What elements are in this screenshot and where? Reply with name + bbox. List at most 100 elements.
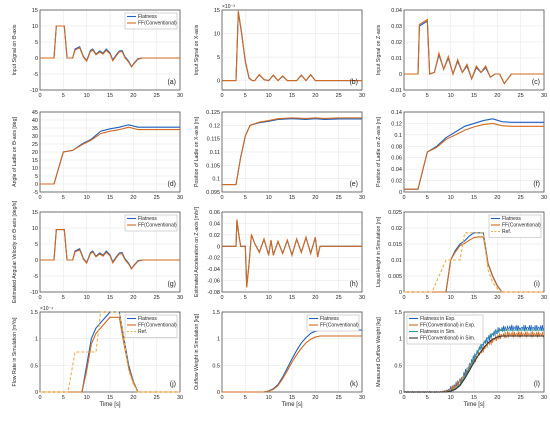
x-tick-label: 0 [402, 295, 405, 301]
y-tick-label: 0.11 [210, 150, 220, 156]
x-tick-label: 15 [289, 195, 295, 201]
y-tick-label: 0.04 [391, 8, 402, 14]
x-tick-label: 20 [130, 93, 136, 99]
x-tick-label: 0 [38, 395, 41, 401]
series-line [404, 236, 544, 293]
y-tick-label: 10 [32, 24, 38, 30]
x-tick-label: 30 [359, 195, 365, 201]
x-tick-label: 20 [312, 395, 318, 401]
y-tick-label: -5 [33, 190, 38, 196]
y-tick-label: -5 [33, 274, 38, 280]
x-tick-label: 15 [471, 395, 477, 401]
panel-label: (d) [167, 181, 176, 188]
y-tick-label: 0.005 [388, 274, 402, 280]
y-tick-label: 45 [32, 110, 38, 116]
series-line [404, 122, 544, 190]
chart-panel: -10 -5 0 5 10 15 0 5 10 15 20 25 30 FlatnessFF(Conven… [12, 200, 183, 303]
plot-frame [39, 111, 181, 193]
y-tick-label: -0.04 [207, 267, 220, 273]
plot-frame [403, 311, 545, 393]
x-tick-label: 25 [518, 395, 524, 401]
x-tick-label: 25 [336, 195, 342, 201]
x-tick-label: 25 [154, 295, 160, 301]
panel-label: (b) [349, 79, 358, 86]
x-tick-label: 15 [471, 195, 477, 201]
axis-exponent: ×10⁻⁴ [40, 306, 53, 312]
series-line [40, 25, 180, 68]
legend-box [124, 214, 178, 232]
y-axis-label: Estimated Acceleration on Z-axis [m/s²] [194, 206, 200, 297]
panel-label: (g) [167, 281, 176, 288]
x-tick-label: 10 [84, 295, 90, 301]
y-tick-label: 0 [35, 56, 38, 62]
y-tick-label: -5 [33, 72, 38, 78]
y-axis-label: Outflow Weight in Simulation [kg] [194, 313, 200, 390]
y-axis-label: Input Signal on Z-axis [376, 25, 382, 76]
x-tick-label: 25 [154, 93, 160, 99]
series-line [40, 316, 180, 393]
y-tick-label: 0.02 [391, 226, 402, 232]
series-line [222, 335, 362, 393]
y-tick-label: 5 [217, 55, 220, 61]
legend-label: Flatness in Exp. [420, 316, 456, 322]
x-tick-label: 10 [84, 195, 90, 201]
series-line [404, 18, 544, 85]
x-tick-label: 5 [426, 295, 429, 301]
y-tick-label: 0.04 [391, 167, 402, 173]
y-tick-label: 0 [399, 290, 402, 296]
x-axis-label: Time [s] [99, 402, 120, 408]
y-tick-label: -0.06 [207, 279, 220, 285]
panel-label: (i) [534, 281, 540, 288]
y-axis-label: Input Signal on X-axis [194, 24, 200, 75]
series-line [222, 219, 362, 288]
x-tick-label: 10 [84, 395, 90, 401]
x-tick-label: 10 [448, 295, 454, 301]
y-tick-label: 5 [35, 242, 38, 248]
x-tick-label: 15 [289, 295, 295, 301]
chart-panel: 0 5 10 15 0 5 10 15 20 25 30 ×10⁻³ (b) Input Signal o… [194, 4, 365, 99]
plot-frame [221, 211, 363, 293]
panel-label: (l) [534, 381, 540, 388]
legend-box [406, 314, 484, 345]
series-line [404, 232, 544, 293]
chart-panel: 0.095 0.1 0.105 0.11 0.115 0.12 0.125 0 5 10 15 20 2… [194, 110, 365, 201]
y-tick-label: -10 [30, 88, 38, 94]
y-tick-label: 5 [35, 174, 38, 180]
legend-label: FF(Conventional) [320, 323, 359, 329]
x-tick-label: 0 [220, 195, 223, 201]
x-tick-label: 5 [244, 93, 247, 99]
y-tick-label: 0.12 [391, 121, 402, 127]
x-tick-label: 5 [244, 195, 247, 201]
x-tick-label: 15 [289, 395, 295, 401]
x-tick-label: 25 [336, 395, 342, 401]
plot-frame [39, 9, 181, 91]
panel-label: (k) [350, 381, 358, 388]
x-tick-label: 15 [107, 295, 113, 301]
x-tick-label: 5 [62, 295, 65, 301]
panel-label: (j) [170, 381, 176, 388]
x-tick-label: 30 [541, 395, 547, 401]
legend-label: FF(Conventional) in Exp. [420, 323, 475, 329]
y-tick-label: 0.14 [391, 110, 402, 116]
axis-exponent: ×10⁻³ [222, 4, 235, 10]
legend-label: Flatness [138, 14, 157, 20]
y-tick-label: 10 [32, 226, 38, 232]
x-tick-label: 5 [426, 93, 429, 99]
x-tick-label: 15 [289, 93, 295, 99]
panel-label: (f) [533, 181, 540, 188]
x-tick-label: 20 [312, 195, 318, 201]
series-line [222, 10, 362, 82]
x-tick-label: 20 [312, 295, 318, 301]
y-tick-label: 30 [32, 134, 38, 140]
panel-label: (h) [349, 281, 358, 288]
y-tick-label: -10 [30, 290, 38, 296]
x-tick-label: 30 [359, 295, 365, 301]
y-tick-label: 0 [35, 390, 38, 396]
y-axis-label: Estimated Angular Velocity on Θ-axis [de… [12, 200, 18, 303]
y-axis-label: Liquid Height in Simulation [m] [376, 216, 382, 287]
